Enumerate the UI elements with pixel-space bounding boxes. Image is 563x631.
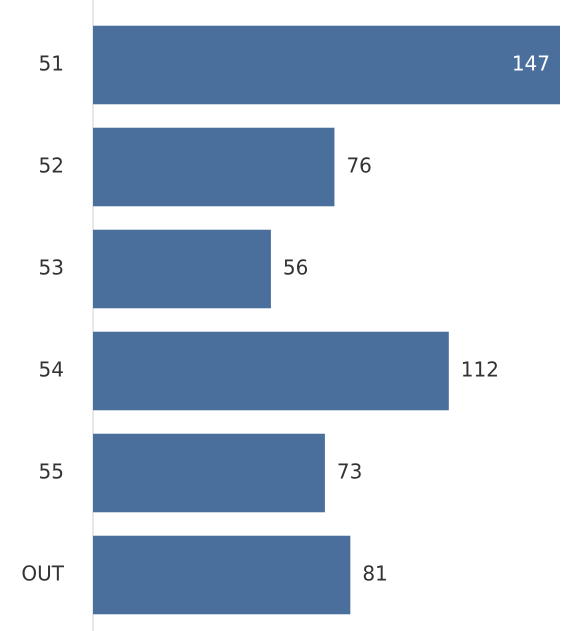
bar bbox=[93, 331, 449, 411]
value-label: 56 bbox=[283, 256, 308, 280]
value-label: 73 bbox=[337, 460, 362, 484]
y-tick-label: 51 bbox=[39, 52, 64, 76]
value-label: 112 bbox=[461, 358, 499, 382]
value-label: 76 bbox=[346, 154, 371, 178]
bar bbox=[93, 433, 325, 513]
y-tick-label: 54 bbox=[39, 358, 64, 382]
bar bbox=[93, 535, 351, 615]
y-tick-label: OUT bbox=[21, 562, 64, 586]
bar bbox=[93, 229, 271, 309]
y-tick-label: 55 bbox=[39, 460, 64, 484]
y-tick-label: 53 bbox=[39, 256, 64, 280]
value-label: 81 bbox=[362, 562, 387, 586]
y-tick-label: 52 bbox=[39, 154, 64, 178]
bar bbox=[93, 25, 560, 105]
value-label: 147 bbox=[512, 52, 550, 76]
bar bbox=[93, 127, 335, 207]
